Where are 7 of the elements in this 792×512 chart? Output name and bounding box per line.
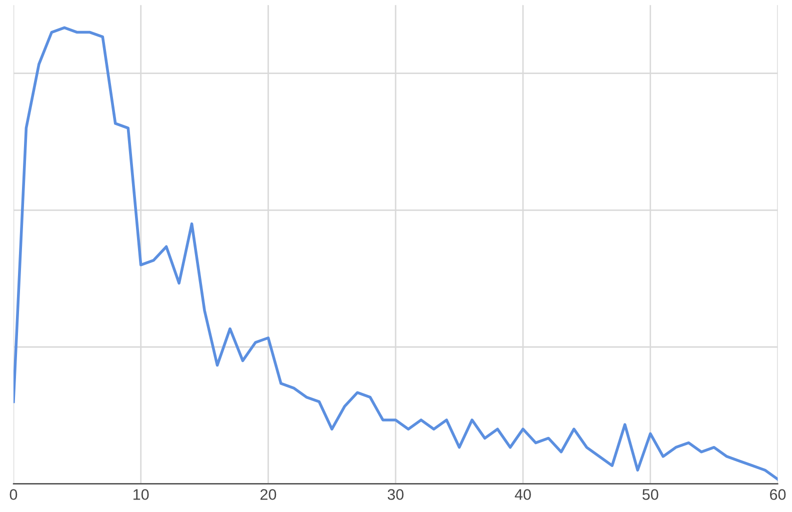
x-tick-label: 60 bbox=[770, 489, 786, 500]
x-tick-label: 0 bbox=[10, 489, 18, 500]
x-tick-label: 10 bbox=[134, 489, 149, 500]
x-tick-label: 50 bbox=[642, 489, 658, 500]
x-tick-label: 20 bbox=[260, 489, 276, 500]
x-tick-label: 30 bbox=[388, 489, 404, 500]
x-tick-label: 40 bbox=[514, 489, 531, 500]
